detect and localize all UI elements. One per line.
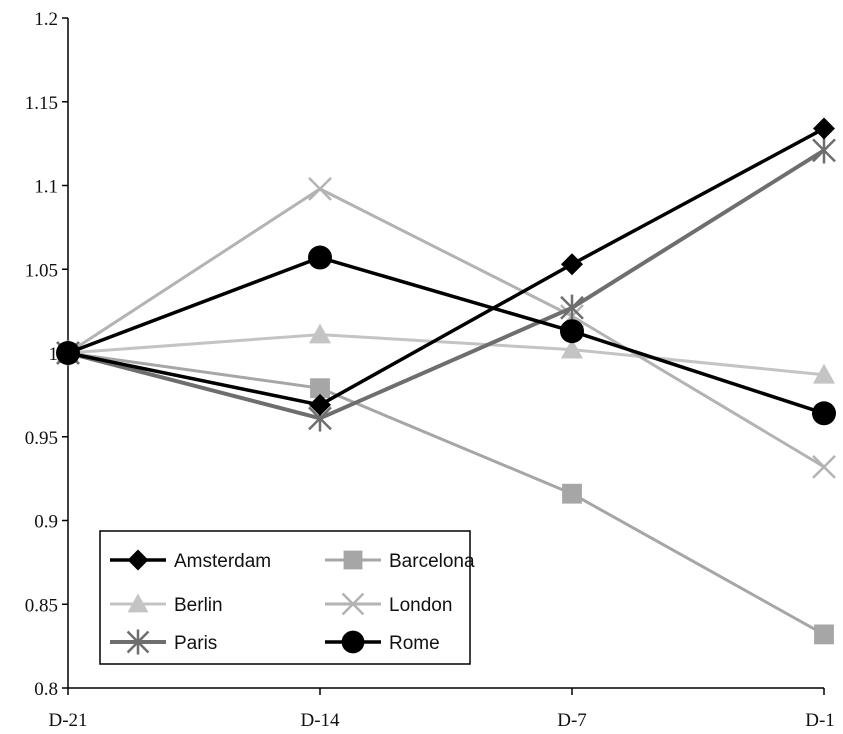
y-tick-label: 1.15 [25,93,58,114]
legend-marker-rome [341,630,365,654]
legend-item-london: London [325,592,452,616]
data-point-london [308,176,332,201]
legend-item-paris: Paris [110,629,217,655]
data-point-amsterdam [813,117,835,140]
data-point-london [812,455,836,479]
legend-marker-paris [126,629,150,655]
legend-label-rome: Rome [389,633,440,654]
series-line-barcelona [67,351,825,636]
x-tick-label: D-1 [805,710,835,731]
legend-item-amsterdam: Amsterdam [110,549,271,572]
legend-item-barcelona: Barcelona [325,550,475,572]
legend-marker-berlin [127,593,149,613]
legend-marker-london [341,592,365,616]
data-point-rome [308,245,332,270]
legend-marker-amsterdam [127,549,149,571]
legend: Amsterdam Barcelona Berlin London Paris Rome [99,530,475,665]
y-tick-label: 0.8 [34,679,58,700]
legend-label-berlin: Berlin [174,595,223,616]
y-tick-label: 1.1 [34,177,58,198]
data-point-paris [560,294,584,321]
data-point-paris [812,137,836,164]
data-point-amsterdam [561,253,583,276]
y-tick-label: 1.2 [34,9,58,30]
series-amsterdam [57,117,835,416]
y-tick-label: 1 [49,344,59,365]
legend-label-london: London [389,595,452,616]
data-point-amsterdam [57,342,79,364]
x-tick-label: D-21 [48,710,87,731]
tick-labels: 0.8 0.85 0.9 0.95 1 1.05 1.1 1.15 1.2 D-21 D-14 D-7… [25,9,835,731]
series-line-berlin [67,333,825,377]
data-point-berlin [309,323,331,344]
series-line-paris [67,148,826,421]
y-tick-label: 0.95 [25,428,58,449]
legend-label-amsterdam: Amsterdam [174,551,271,572]
data-point-barcelona [814,624,834,645]
series-london [56,176,836,479]
legend-item-berlin: Berlin [110,593,223,616]
data-point-rome [560,319,584,344]
y-tick-label: 0.85 [25,595,58,616]
y-tick-label: 0.9 [34,512,58,533]
y-tick-label: 1.05 [25,260,58,281]
series-group [56,117,836,645]
legend-label-paris: Paris [174,633,217,654]
data-point-amsterdam [309,393,331,416]
data-point-berlin [813,363,835,384]
data-point-berlin [561,338,583,359]
data-point-rome [812,401,836,426]
legend-marker-barcelona [343,550,363,570]
x-tick-label: D-14 [300,710,340,731]
legend-item-rome: Rome [325,630,440,654]
series-line-london [67,187,825,469]
data-point-barcelona [310,378,330,399]
x-tick-label: D-7 [557,710,587,731]
series-line-rome [67,255,825,415]
legend-label-barcelona: Barcelona [389,551,475,572]
series-line-amsterdam [67,127,825,407]
data-point-barcelona [562,483,582,504]
